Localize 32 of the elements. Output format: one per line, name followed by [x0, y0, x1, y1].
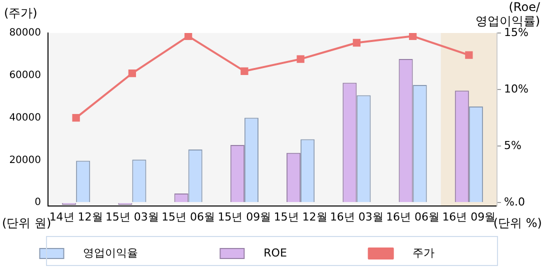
x-tick-label: 14년 12월 — [49, 210, 103, 224]
text: (단위 %) — [493, 216, 542, 230]
y2-tick-label: 15% — [504, 26, 528, 39]
point — [72, 114, 80, 122]
y-tick-label: 0 — [34, 197, 41, 208]
x-tick-label: 16년 06월 — [386, 210, 440, 224]
x-tick-label: 16년 03월 — [330, 210, 384, 224]
y-tick-label: 80000 — [9, 28, 41, 39]
y2-tick-label: 10% — [504, 82, 528, 96]
x-tick-label: 16년 09월 — [442, 210, 496, 224]
legend-label: 영업이익율 — [69, 246, 208, 260]
point — [408, 33, 417, 40]
y2-tick-label: 5% — [504, 138, 522, 152]
point — [240, 67, 248, 75]
y2-tick-label: %.0 — [504, 195, 525, 208]
y2-axis-title: (Roe/ 영업이익률) — [475, 0, 541, 28]
y-axis-title: (주가) — [4, 6, 38, 20]
legend-label: 주가 — [398, 246, 504, 260]
point — [352, 38, 361, 47]
x-tick-label: 15년 09월 — [218, 210, 272, 224]
point — [184, 33, 192, 40]
x-tick-label: 15년 03월 — [105, 210, 159, 224]
x-tick-label: 15년 06월 — [162, 210, 216, 224]
legend-label: ROE — [250, 246, 357, 260]
y-tick-label: 60000 — [9, 70, 41, 81]
y-tick-label: 20000 — [9, 154, 41, 166]
point — [296, 55, 304, 63]
text: (단위 원) — [2, 216, 52, 230]
x-tick-label: 15년 12월 — [274, 210, 328, 224]
point — [465, 51, 473, 59]
point — [128, 69, 136, 78]
y-tick-label: 40000 — [9, 112, 41, 124]
